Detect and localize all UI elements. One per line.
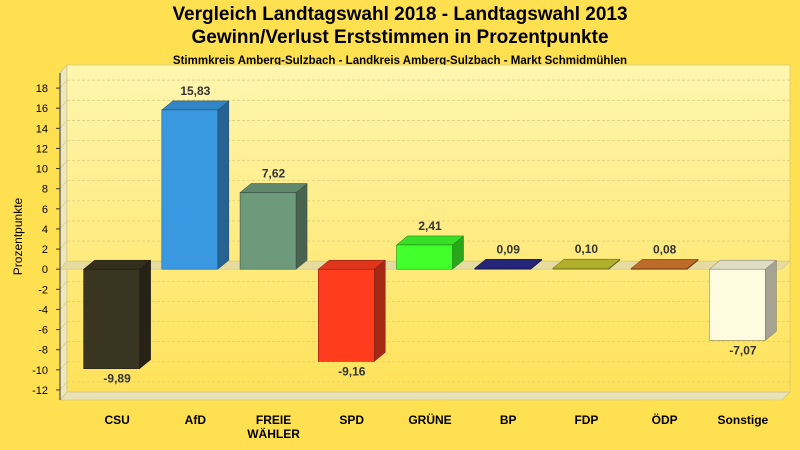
bar [474,268,531,270]
bar [396,244,453,270]
bar [239,192,297,270]
bar-side [374,259,386,362]
x-tick-label: GRÜNE [408,412,451,427]
bar [709,268,766,341]
y-tick-label: 18 [36,83,48,95]
y-tick-label: -8 [38,345,48,357]
value-label: 15,83 [180,84,210,98]
bar-ödp [630,258,699,270]
bar [83,268,140,369]
x-tick-label: BP [500,413,517,427]
bar-top [630,259,699,269]
grid-line-wall [59,281,68,290]
bar [318,268,375,362]
bar-top [317,259,386,270]
y-tick-label: -4 [38,304,48,316]
y-axis-ticks: -12 -10 -8 -6 -4 -2 0 2 4 6 8 10 12 14 16 18 [32,83,60,397]
y-tick-label: -6 [38,325,48,337]
grid-line-wall [59,361,68,371]
chart-subtitle: Gewinn/Verlust Erststimmen in Prozentpun… [191,27,609,48]
bar-spd [317,259,386,362]
y-tick-label: -10 [32,365,48,377]
bar-side [765,259,777,341]
bar-top [552,258,621,269]
chart-floor [59,391,791,401]
bar-top [161,100,230,111]
value-label: -7,07 [729,343,757,357]
value-label: 0,10 [575,242,599,256]
value-label: 2,41 [418,219,442,233]
bar-afd [161,100,230,270]
grid-line-wall [59,99,68,109]
value-label: 7,62 [262,167,286,181]
x-tick-label: ÖDP [652,412,678,427]
bar-freie-wähler [239,183,308,270]
grid-line-wall [59,160,68,169]
grid-line-wall [59,321,68,330]
bar-top [474,259,543,269]
bar [161,109,219,270]
grid-line-wall [59,240,68,250]
grid-line-wall [59,120,68,129]
bars: -9,89 15,83 7,62 -9,16 2,41 0,09 0,10 0,08 -7,07 [82,84,778,386]
y-tick-label: -2 [38,284,48,296]
bar-sonstige [708,259,778,341]
y-tick-label: 12 [36,143,48,155]
y-tick-label: 4 [42,224,48,236]
bar-bp [474,258,543,270]
bar-side [295,183,308,270]
chart-caption: Stimmkreis Amberg-Sulzbach - Landkreis A… [172,55,628,67]
grid-line-wall [59,341,68,350]
bar-fdp [552,258,621,270]
bar-grüne [395,235,465,270]
bar-top [82,259,152,270]
x-tick-label: SPD [339,413,364,427]
bar-top [395,235,465,246]
grid-line-wall [59,301,68,310]
bar-csu [82,259,152,370]
value-label: -9,89 [103,372,131,386]
y-axis-label: Prozentpunkte [11,197,25,275]
value-label: 0,09 [497,242,521,256]
x-tick-label: WÄHLER [247,426,300,441]
y-tick-label: 2 [42,244,48,256]
y-tick-label: 0 [42,264,48,276]
grid-line-wall [59,200,68,210]
bar [552,267,610,270]
bar-side [139,259,151,370]
y-tick-label: 16 [36,103,48,115]
x-tick-label: CSU [104,413,129,427]
x-tick-label: Sonstige [718,413,769,427]
bar-top [239,183,308,193]
x-tick-label: FDP [574,413,598,427]
y-tick-label: 14 [36,123,48,135]
x-tick-label: FREIE [256,413,291,427]
grid-line-wall [59,140,68,149]
y-tick-label: -12 [32,385,48,397]
value-label: -9,16 [338,364,366,378]
bar [630,268,688,270]
grid-line-wall [59,180,68,189]
y-tick-label: 6 [42,204,48,216]
y-tick-label: 8 [42,184,48,196]
grid-line-wall [59,79,68,89]
chart-left-wall [59,64,68,401]
bar-side [217,100,230,270]
grid-line-wall [59,220,68,230]
chart-title: Vergleich Landtagswahl 2018 - Landtagswa… [172,4,628,25]
bar-top [708,259,778,270]
x-tick-label: AfD [185,413,207,427]
value-label: 0,08 [653,242,677,256]
y-tick-label: 10 [36,164,48,176]
grid-line-wall [59,381,68,391]
